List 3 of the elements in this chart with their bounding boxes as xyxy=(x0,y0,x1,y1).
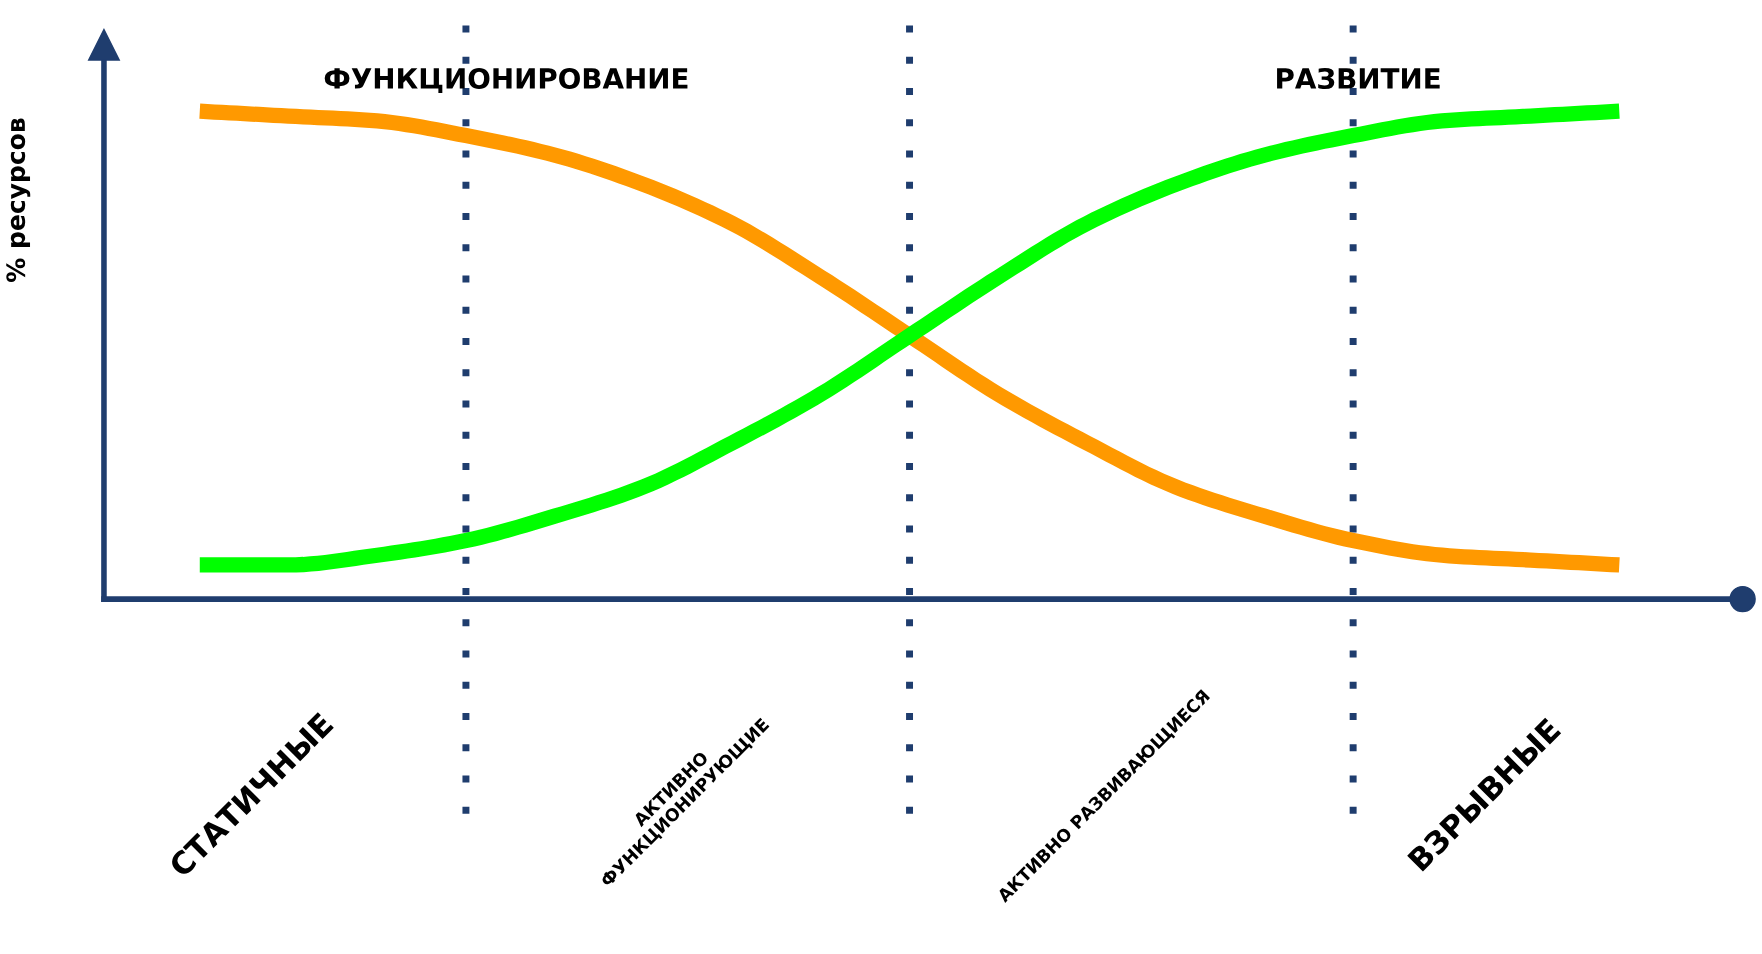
series-label: ФУНКЦИОНИРОВАНИЕ xyxy=(324,67,688,93)
y-axis-title: % ресурсов xyxy=(6,118,31,282)
series-label: РАЗВИТИЕ xyxy=(1277,67,1440,89)
